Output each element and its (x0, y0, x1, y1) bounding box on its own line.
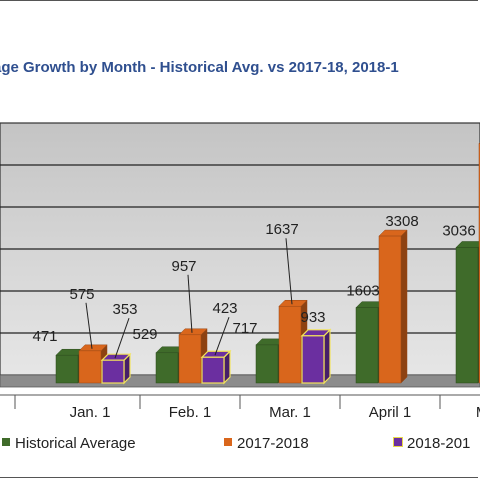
data-label-4-0: 3036 (442, 222, 475, 239)
legend-swatch-2018-2019 (393, 437, 403, 448)
bar-2-2 (300, 328, 332, 385)
legend-label-2018-2019: 2018-201 (407, 435, 471, 452)
data-label-leader-1-1 (187, 274, 193, 333)
data-label-3-0: 1603 (346, 283, 379, 300)
data-label-2-0: 717 (232, 320, 257, 337)
data-label-0-1: 575 (69, 286, 94, 303)
data-label-2-1: 1637 (265, 221, 298, 238)
x-tick-label-0: Jan. 1 (70, 404, 111, 421)
legend-label-2017-2018: 2017-2018 (237, 435, 309, 452)
data-label-1-2: 423 (212, 300, 237, 317)
data-label-leader-0-2 (114, 318, 130, 359)
bar-4-0 (455, 241, 480, 384)
x-tick-label-1: Feb. 1 (169, 404, 212, 421)
data-label-1-1: 957 (171, 258, 196, 275)
legend-entry-2018-2019: 2018-201 (393, 435, 471, 453)
x-tick-label-3: April 1 (369, 404, 412, 421)
data-label-leader-0-1 (85, 302, 93, 349)
bar-0-2 (100, 352, 132, 385)
x-tick-label-4: May (476, 404, 480, 421)
chart-title: orage Growth by Month - Historical Avg. … (0, 59, 399, 76)
legend-entry-2017-2018: 2017-2018 (224, 435, 309, 453)
data-label-leader-1-2 (214, 317, 230, 356)
data-label-2-2: 933 (300, 309, 325, 326)
bar-1-2 (200, 349, 232, 385)
legend-entry-historical-average: Historical Average (2, 435, 136, 453)
data-label-1-0: 529 (132, 326, 157, 343)
legend-swatch-2017-2018 (224, 438, 232, 447)
data-label-leader-2-1 (285, 238, 293, 305)
legend-swatch-historical-average (2, 438, 10, 447)
data-label-0-2: 353 (112, 301, 137, 318)
legend-label-historical-average: Historical Average (15, 435, 136, 452)
data-label-3-1: 3308 (385, 213, 418, 230)
bar-3-1 (378, 229, 408, 384)
x-tick-label-2: Mar. 1 (269, 404, 311, 421)
data-label-0-0: 471 (32, 328, 57, 345)
